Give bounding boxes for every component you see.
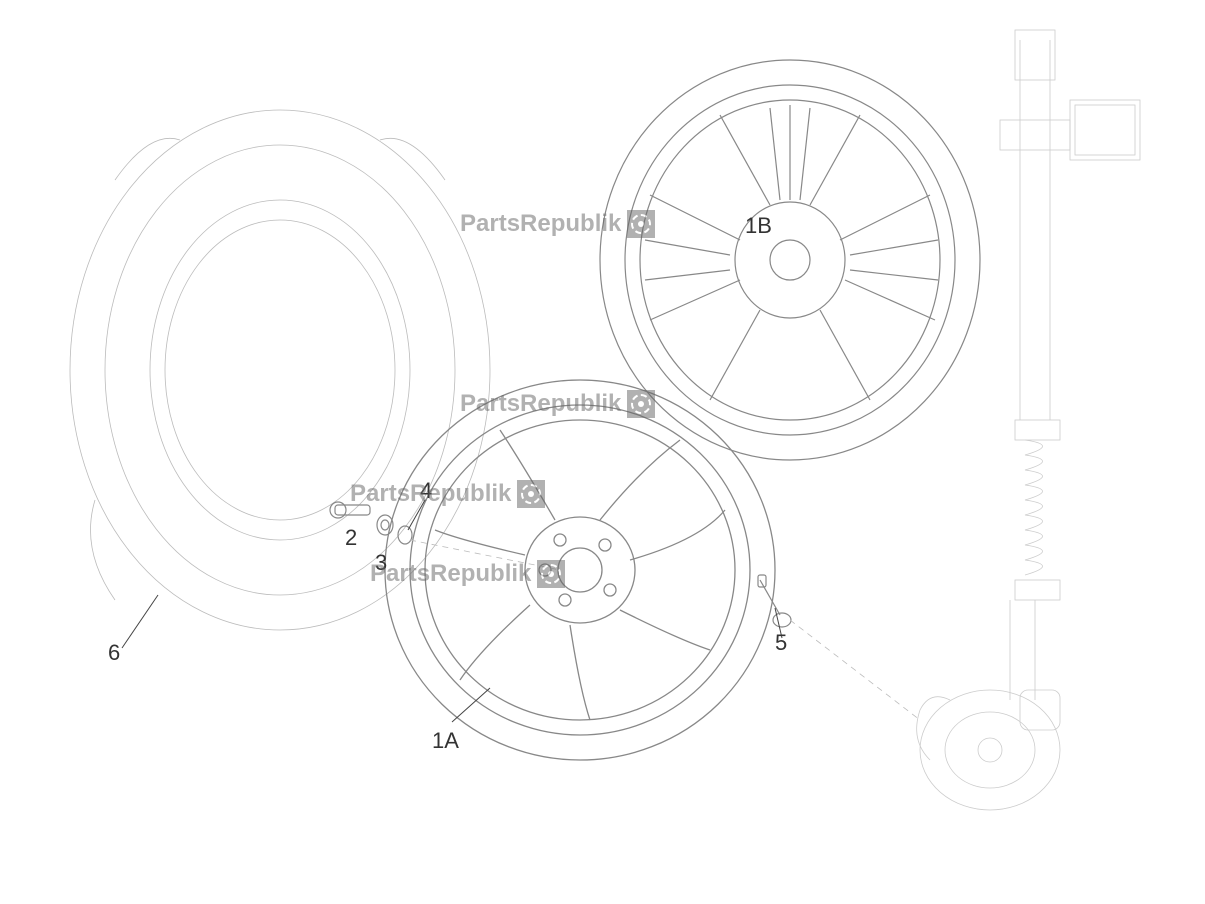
gear-icon xyxy=(627,210,655,238)
callout-1A: 1A xyxy=(432,728,459,754)
watermark-text: PartsRepublik xyxy=(460,390,621,418)
callout-5: 5 xyxy=(775,630,787,656)
callout-2: 2 xyxy=(345,525,357,551)
watermark-1: PartsRepublik xyxy=(460,210,655,238)
callout-1B: 1B xyxy=(745,213,772,239)
exploded-parts-diagram: 1A 1B 2 3 4 5 6 PartsRepublik PartsRepub… xyxy=(0,0,1205,904)
callout-6: 6 xyxy=(108,640,120,666)
gear-icon xyxy=(537,560,565,588)
gear-icon xyxy=(517,480,545,508)
parts-line-drawing xyxy=(0,0,1205,904)
watermark-4: PartsRepublik xyxy=(370,560,565,588)
watermark-text: PartsRepublik xyxy=(460,210,621,238)
watermark-2: PartsRepublik xyxy=(460,390,655,418)
watermark-text: PartsRepublik xyxy=(350,480,511,508)
gear-icon xyxy=(627,390,655,418)
watermark-text: PartsRepublik xyxy=(370,560,531,588)
watermark-3: PartsRepublik xyxy=(350,480,545,508)
